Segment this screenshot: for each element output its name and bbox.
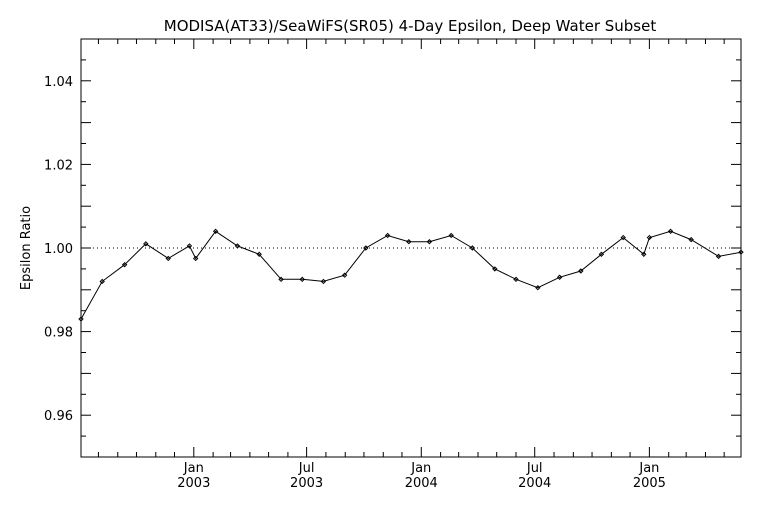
data-point — [341, 272, 348, 278]
data-point — [667, 228, 674, 234]
y-tick-label: 0.96 — [44, 409, 73, 424]
data-point — [620, 234, 626, 241]
data-point — [384, 232, 391, 239]
data-point — [320, 278, 327, 285]
data-point — [513, 276, 519, 283]
y-tick-label: 0.98 — [44, 326, 73, 341]
data-point — [448, 232, 454, 239]
data-point — [212, 228, 219, 234]
data-point — [715, 253, 722, 260]
data-point — [78, 316, 84, 322]
data-point — [688, 236, 694, 243]
plot-frame — [80, 38, 742, 458]
x-tick-month-label: Jan — [183, 461, 204, 476]
data-point — [234, 243, 241, 249]
data-point — [578, 268, 584, 274]
y-axis-ticks: 0.96 0.98 1.00 1.02 1.04 — [44, 59, 741, 437]
y-axis-label: Epsilon Ratio — [19, 206, 34, 290]
x-tick-month-label: Jul — [526, 461, 543, 476]
data-point — [646, 234, 653, 241]
series-line — [80, 230, 742, 320]
x-tick-month-label: Jul — [298, 461, 315, 476]
data-point — [299, 276, 305, 283]
data-point — [598, 251, 605, 257]
data-point — [556, 274, 563, 280]
x-tick-year-label: 2005 — [633, 476, 666, 491]
data-point — [363, 245, 369, 251]
data-point — [278, 276, 284, 283]
data-point — [143, 241, 149, 247]
data-point — [641, 251, 647, 257]
data-point — [192, 255, 199, 262]
x-tick-month-label: Jan — [638, 461, 659, 476]
data-point — [165, 255, 171, 262]
x-tick-year-label: 2004 — [405, 476, 438, 491]
data-point — [535, 285, 541, 291]
data-point — [256, 251, 262, 257]
x-tick-year-label: 2003 — [290, 476, 323, 491]
chart-title: MODISA(AT33)/SeaWiFS(SR05) 4-Day Epsilon… — [164, 17, 657, 35]
y-tick-label: 1.00 — [44, 242, 73, 257]
y-tick-label: 1.02 — [44, 158, 73, 173]
data-point — [492, 266, 498, 272]
data-point — [186, 243, 193, 249]
x-tick-month-label: Jan — [410, 461, 431, 476]
data-point — [121, 262, 128, 268]
data-points — [78, 228, 744, 322]
data-point — [99, 278, 105, 285]
x-tick-year-label: 2003 — [177, 476, 210, 491]
data-point — [738, 249, 744, 255]
y-tick-label: 1.04 — [44, 75, 73, 90]
data-point — [406, 239, 412, 245]
data-point — [426, 239, 433, 245]
x-tick-year-label: 2004 — [518, 476, 551, 491]
data-point — [469, 245, 476, 251]
